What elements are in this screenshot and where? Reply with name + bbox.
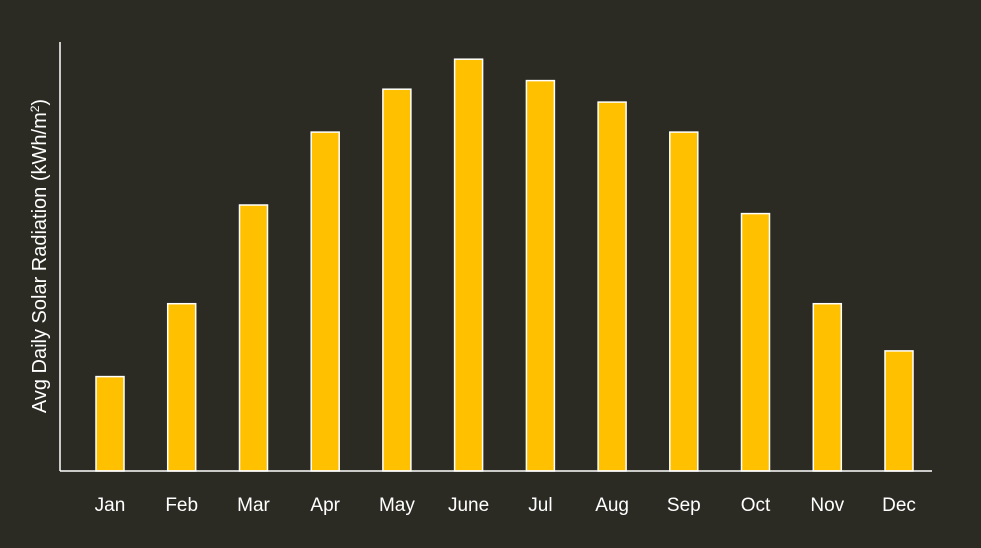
bar-may [382, 88, 412, 472]
y-axis-label-main: Avg Daily Solar Radiation (kWh/m [29, 112, 51, 413]
x-tick-label-nov: Nov [810, 495, 844, 516]
x-tick-label-jul: Jul [528, 495, 552, 516]
x-tick-label-apr: Apr [310, 495, 340, 516]
bars-group [95, 58, 914, 472]
x-tick-label-mar: Mar [237, 495, 270, 516]
x-tick-label-june: June [448, 495, 489, 516]
x-tick-labels: Jan Feb Mar Apr May June Jul Aug Sep Oct Nov Dec [95, 495, 916, 516]
bar-oct [740, 212, 771, 472]
bar-feb [166, 302, 197, 472]
x-tick-label-oct: Oct [741, 495, 771, 516]
x-tick-label-jan: Jan [95, 495, 126, 516]
bar-jan [95, 375, 125, 472]
bar-nov [812, 302, 843, 472]
bar-sep [669, 131, 699, 472]
bar-apr [310, 131, 340, 472]
bar-dec [884, 350, 914, 472]
x-tick-label-feb: Feb [165, 495, 198, 516]
x-tick-label-sep: Sep [667, 495, 701, 516]
bar-mar [238, 204, 269, 472]
x-tick-label-may: May [379, 495, 415, 516]
bar-aug [597, 101, 627, 472]
bar-june [453, 58, 484, 472]
y-axis-label-superscript: 2 [28, 105, 42, 112]
y-axis-label: Avg Daily Solar Radiation (kWh/m2) [28, 99, 51, 413]
bar-jul [525, 79, 556, 472]
x-tick-label-aug: Aug [595, 495, 629, 516]
y-axis-label-end: ) [29, 99, 51, 106]
x-tick-label-dec: Dec [882, 495, 916, 516]
